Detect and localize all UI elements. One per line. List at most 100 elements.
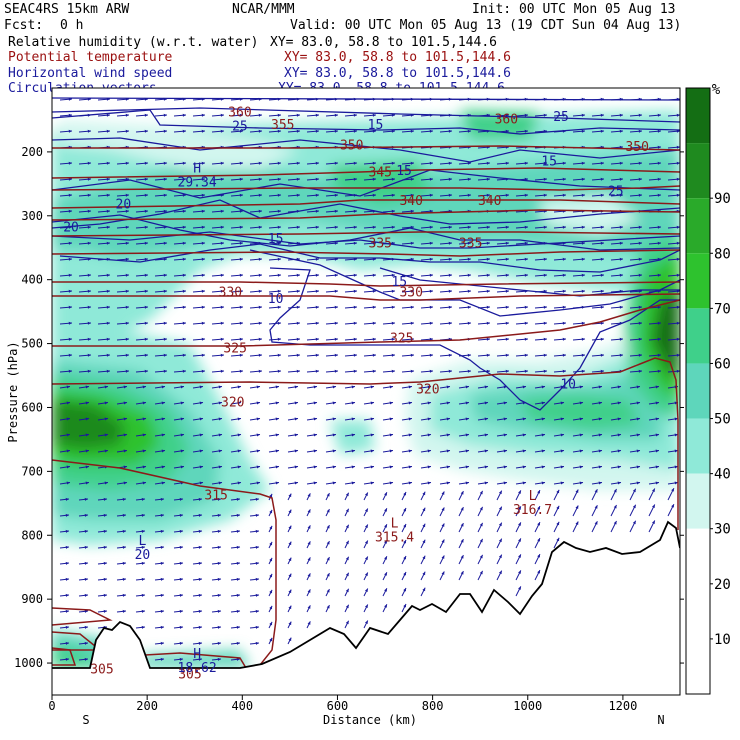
wind-vector-head	[65, 641, 69, 645]
wind-vector-head	[220, 257, 224, 261]
wind-vector-head	[353, 353, 357, 357]
wind-vector-head	[410, 353, 414, 357]
wind-vector-head	[448, 353, 452, 357]
wind-vector-head	[315, 289, 319, 293]
wind-vector-head	[296, 177, 300, 181]
wind-vector-head	[258, 289, 262, 293]
wind-vector-head	[524, 353, 528, 357]
wind-vector-head	[179, 641, 183, 645]
wind-vector-head	[296, 225, 300, 229]
wind-vector-head	[163, 257, 167, 261]
extremum-value: 29.34	[178, 175, 217, 190]
wind-vector-head	[403, 571, 407, 576]
wind-vector-head	[220, 241, 224, 245]
wind-vector-head	[84, 561, 88, 565]
colorbar-tick-label: 80	[714, 246, 731, 262]
wind-vector-head	[294, 385, 298, 389]
wind-vector-head	[201, 321, 205, 325]
wind-vector-head	[182, 225, 186, 229]
wind-vector-head	[182, 129, 186, 133]
wind-vector-head	[636, 433, 640, 437]
wind-vector-head	[619, 129, 623, 133]
wind-vector-head	[87, 289, 91, 293]
wind-vector-head	[256, 465, 260, 469]
wind-vector-head	[581, 161, 585, 165]
wind-vector-head	[122, 545, 126, 549]
wind-vector-head	[543, 273, 547, 277]
wind-vector-head	[315, 209, 319, 213]
wind-vector-head	[524, 273, 528, 277]
wind-vector-head	[255, 625, 259, 629]
wind-vector-head	[372, 353, 376, 357]
wind-vector-head	[125, 193, 129, 197]
wind-vector-head	[657, 193, 661, 197]
wind-vector-head	[676, 225, 680, 229]
wind-vector-head	[142, 417, 146, 421]
wind-vector-head	[408, 433, 412, 437]
wind-vector-head	[307, 541, 311, 545]
wind-vector-head	[427, 465, 431, 469]
wind-vector-head	[163, 289, 167, 293]
wind-vector-head	[556, 537, 560, 542]
wind-vector-head	[391, 273, 395, 277]
wind-vector-head	[676, 257, 680, 261]
theta-label: 355	[271, 118, 294, 133]
wind-vector-head	[505, 273, 509, 277]
wind-vector-head	[652, 504, 655, 508]
wind-vector-head	[288, 621, 292, 626]
wind-vector-head	[142, 385, 146, 389]
wind-vector-head	[255, 529, 259, 533]
wind-vector-head	[676, 321, 680, 325]
wind-vector-head	[465, 433, 469, 437]
plot-frame	[51, 87, 681, 696]
wind-vector-head	[384, 588, 387, 592]
wind-vector-head	[657, 369, 661, 373]
wind-vector-head	[543, 353, 547, 357]
wind-vector-head	[543, 193, 547, 197]
wind-vector-head	[543, 369, 547, 373]
wind-vector-head	[163, 193, 167, 197]
wind-vector-head	[103, 609, 107, 613]
wind-vector-head	[199, 385, 203, 389]
wind-vector-head	[87, 369, 91, 373]
wind-vector-head	[467, 289, 471, 293]
wind-vector-head	[524, 193, 528, 197]
extremum-letter: L	[138, 534, 146, 549]
wind-vector-head	[315, 225, 319, 229]
wind-vector-head	[65, 577, 69, 581]
wind-vector-head	[236, 561, 240, 565]
theta-label: 330	[399, 285, 422, 300]
wind-vector-head	[522, 481, 526, 485]
wind-vector-head	[372, 241, 376, 245]
wind-vector-head	[103, 529, 107, 533]
wind-vector-head	[163, 113, 167, 117]
wind-vector-head	[269, 605, 273, 610]
wind-vector-head	[560, 449, 564, 453]
wind-vector-head	[518, 570, 521, 574]
wind-vector-head	[334, 177, 338, 181]
wind-vector-head	[199, 401, 203, 405]
wind-vector-head	[600, 337, 604, 341]
wind-vector-head	[579, 465, 583, 469]
wind-vector-head	[144, 113, 148, 117]
wind-vector-head	[676, 177, 680, 181]
wind-vector-head	[237, 433, 241, 437]
wind-vector-head	[307, 573, 311, 577]
wind-vector-head	[315, 161, 319, 165]
wind-vector-head	[364, 524, 368, 529]
wind-vector-head	[427, 417, 431, 421]
wind-vector-head	[87, 209, 91, 213]
wind-vector-head	[657, 145, 661, 149]
theta-label: 340	[478, 194, 501, 209]
wind-vector-head	[198, 497, 202, 501]
wind-vector-head	[562, 289, 566, 293]
wind-vector-head	[579, 481, 583, 485]
colorbar-swatch	[686, 363, 710, 419]
wind-vector-head	[201, 273, 205, 277]
wind-vector-head	[201, 353, 205, 357]
colorbar-tick-label: 50	[714, 412, 731, 428]
wind-vector-head	[269, 509, 273, 514]
x-tick-label: 0	[48, 699, 55, 713]
wind-vector-head	[674, 433, 678, 437]
wind-vector-head	[600, 257, 604, 261]
